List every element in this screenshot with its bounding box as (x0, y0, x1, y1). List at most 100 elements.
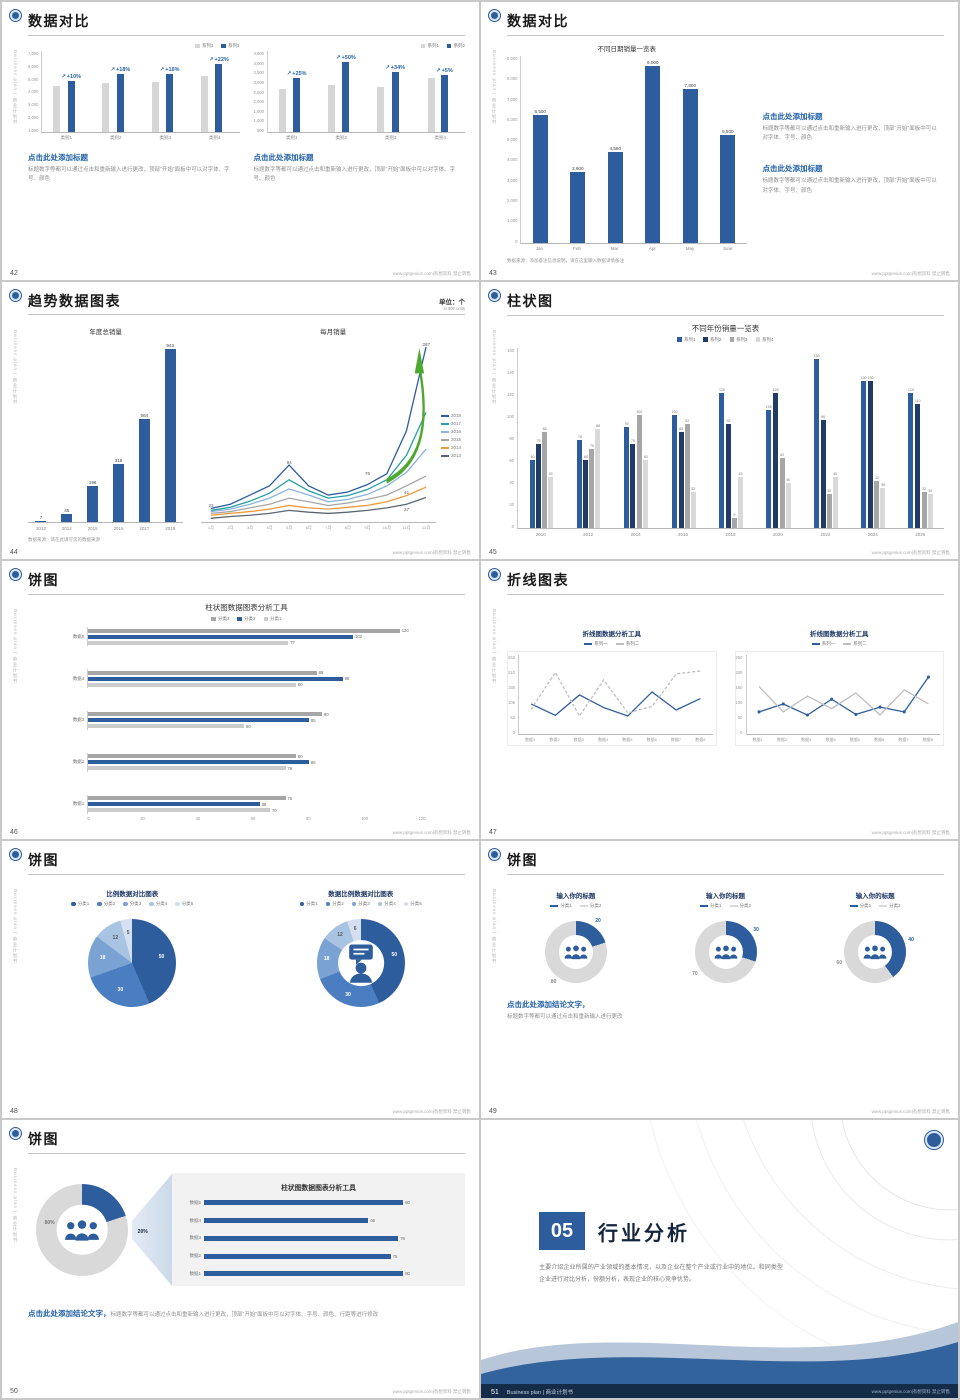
bar (440, 75, 448, 132)
annual-sales-bar-chart: 7 45 196 316 564 943 2013 2014 2015 2016 2017 2018 (28, 339, 184, 534)
bar (215, 63, 223, 132)
donut-chart-3: 40 60 (836, 920, 914, 983)
footer-watermark: www.pptgenius.com|有想资料 禁止转售 (392, 1389, 471, 1394)
bar (725, 424, 731, 529)
bar (577, 440, 583, 529)
footer-watermark: www.pptgenius.com|有想资料 禁止转售 (392, 270, 471, 276)
bar (820, 419, 826, 529)
slide-edge: Business plan | 商业计划书 (6, 847, 24, 1099)
bar (88, 766, 286, 771)
legend-item: 分类4 (149, 901, 167, 907)
block-body: 标题数字等都可以通过点击和重新输入进行更改，顶部“开始”面板中可以对字体、字号、… (762, 178, 937, 194)
section-body: 主要介绍企业所属的产业领域的基本情况，以及企业在整个产业或行业中的地位。和同类型… (539, 1265, 783, 1283)
bar (293, 78, 301, 132)
legend-item: 2017 (441, 421, 461, 426)
chart-legend: 系列1 系列2 系列3 系列4 (507, 337, 944, 343)
conclusion-block: 点击此处添加结论文字，标题数字等都可以通过点击和重新输入进行更改，顶部“开始”面… (28, 1298, 413, 1327)
footer-watermark: www.pptgenius.com|有想资料 禁止转售 (871, 829, 950, 835)
footer-watermark: www.pptgenius.com|有想资料 禁止转售 (871, 1389, 950, 1394)
slide-title: 数据对比 (507, 11, 944, 36)
slide-45[interactable]: Business plan | 商业计划书 柱状图 不同年份销量一览表 系列1 系… (481, 281, 958, 560)
slide-46[interactable]: Business plan | 商业计划书 饼图 柱状图数据图表分析工具 分类3… (2, 561, 479, 839)
bar (630, 443, 636, 529)
sidebar-vertical-text: Business plan | 商业计划书 (13, 329, 18, 405)
slide-44[interactable]: Business plan | 商业计划书 趋势数据图表 单位：个 in 900… (2, 281, 479, 560)
legend-item: 分类1 (263, 616, 282, 622)
chart-legend: 系列1 系列2 (28, 43, 240, 49)
sidebar-vertical-text: Business plan | 商业计划书 (13, 50, 18, 126)
legend-item: 分类2 (579, 903, 601, 909)
legend-item: 分类1 (299, 901, 318, 907)
bar (548, 477, 554, 529)
slide-47[interactable]: Business plan | 商业计划书 折线图表 折线图数据分析工具 系列一… (481, 561, 958, 839)
bar (542, 432, 548, 529)
bar (391, 71, 399, 132)
ratio-donut-chart: 20% 80% (36, 1183, 148, 1276)
bar (88, 724, 245, 729)
footer-watermark: www.pptgenius.com|有想资料 禁止转售 (871, 1109, 950, 1115)
legend-item: 分类5 (175, 901, 193, 907)
bar (164, 349, 176, 523)
bar (116, 74, 124, 132)
footer-watermark: www.pptgenius.com|有想资料 禁止转售 (871, 550, 950, 556)
slide-43[interactable]: Business plan | 商业计划书 数据对比 不同日期销量一览表 9,0… (481, 2, 958, 280)
legend-item: 分类1 (550, 903, 572, 909)
chart-legend: 分类1 分类2 分类3 分类4 分类5 (28, 901, 237, 907)
page-number: 48 (10, 1108, 18, 1116)
bar (88, 796, 286, 801)
slide-title: 折线图表 (507, 570, 944, 596)
slide-footer: 50 www.pptgenius.com|有想资料 禁止转售 (10, 1388, 471, 1395)
bar (682, 89, 698, 243)
legend-item: 2014 (441, 445, 461, 450)
sidebar-vertical-text: Business plan | 商业计划书 (13, 888, 18, 964)
school-emblem-icon (8, 847, 22, 861)
slide-42[interactable]: Business plan | 商业计划书 数据对比 系列1 系列2 7,000 6… (2, 2, 479, 280)
bar (645, 65, 661, 243)
legend-item: 系列2 (221, 43, 240, 49)
legend-item: 分类2 (325, 901, 344, 907)
block-heading: 点击此处添加标题 (762, 111, 823, 121)
legend-item: 2018 (441, 413, 461, 418)
slide-footer: 49 www.pptgenius.com|有想资料 禁止转售 (489, 1108, 950, 1115)
unit-sublabel: in 900 units (443, 305, 465, 311)
bar (530, 460, 536, 529)
slide-footer: 48 www.pptgenius.com|有想资料 禁止转售 (10, 1108, 471, 1115)
bar (88, 754, 296, 759)
bar (678, 432, 684, 529)
bar (88, 634, 353, 639)
line-chart-1: 263 210 158 105 53 0 数据1 数据2 数据3 数据4 数据5 数据6 数据7 数据8 (507, 651, 717, 747)
bar (204, 1271, 404, 1277)
legend-item: 分类3 (211, 616, 229, 622)
chart-legend: 2018 2017 2016 2015 2014 2013 (441, 339, 465, 534)
bar (204, 1200, 404, 1206)
footer-watermark: www.pptgenius.com|有想资料 禁止转售 (392, 1109, 471, 1115)
bar (779, 458, 785, 529)
legend-item: 分类1 (699, 903, 722, 909)
people-icon (562, 944, 591, 960)
bar (921, 492, 927, 529)
text-block: 点击此处添加标题 标题数字等都可以通过点击和重新输入进行更改，顶部“开始”面板中… (763, 111, 940, 144)
legend-item: 分类1 (849, 903, 871, 909)
legend-item: 分类3 (351, 901, 370, 907)
bar (832, 477, 838, 529)
bar (204, 1253, 391, 1259)
bar (874, 480, 880, 529)
legend-item: 系列4 (755, 337, 774, 343)
slide-48[interactable]: Business plan | 商业计划书 饼图 比例数据对比图表 分类1 分类2… (2, 840, 479, 1119)
sidebar-vertical-text: Business plan | 商业计划书 (492, 329, 497, 405)
legend-item: 系列2 (446, 43, 465, 49)
slide-title: 柱状图 (507, 291, 944, 316)
bar (719, 392, 725, 529)
bar (607, 152, 623, 243)
analysis-panel: 柱状图数据图表分析工具 数据5 80 数据4 66 数据3 78 数据2 75 数据1 80 (172, 1173, 465, 1287)
slide-51[interactable]: 05 行业分析 主要介绍企业所属的产业领域的基本情况，以及企业在整个产业或行业中… (481, 1120, 958, 1398)
comparison-bar-chart-1: 7,0006,0005,0004,0003,0002,0001,000+10%+… (28, 51, 240, 143)
slide-50[interactable]: Business plan | 商业计划书 饼图 20% 80% 柱状图数据图表分… (2, 1120, 479, 1398)
sales-bar-chart: 9,000 8,000 7,000 6,000 5,000 4,000 3,000 2,000… (507, 56, 747, 254)
chart-title: 柱状图数据图表分析工具 (205, 603, 288, 613)
donut-chart-1: 20 80 (544, 918, 607, 985)
sidebar-vertical-text: Business plan | 商业计划书 (13, 1168, 18, 1244)
page-number: 46 (10, 828, 18, 836)
bar (624, 426, 630, 529)
slide-49[interactable]: Business plan | 商业计划书 饼图 输入你的标题 分类1 分类2 2… (481, 840, 958, 1119)
